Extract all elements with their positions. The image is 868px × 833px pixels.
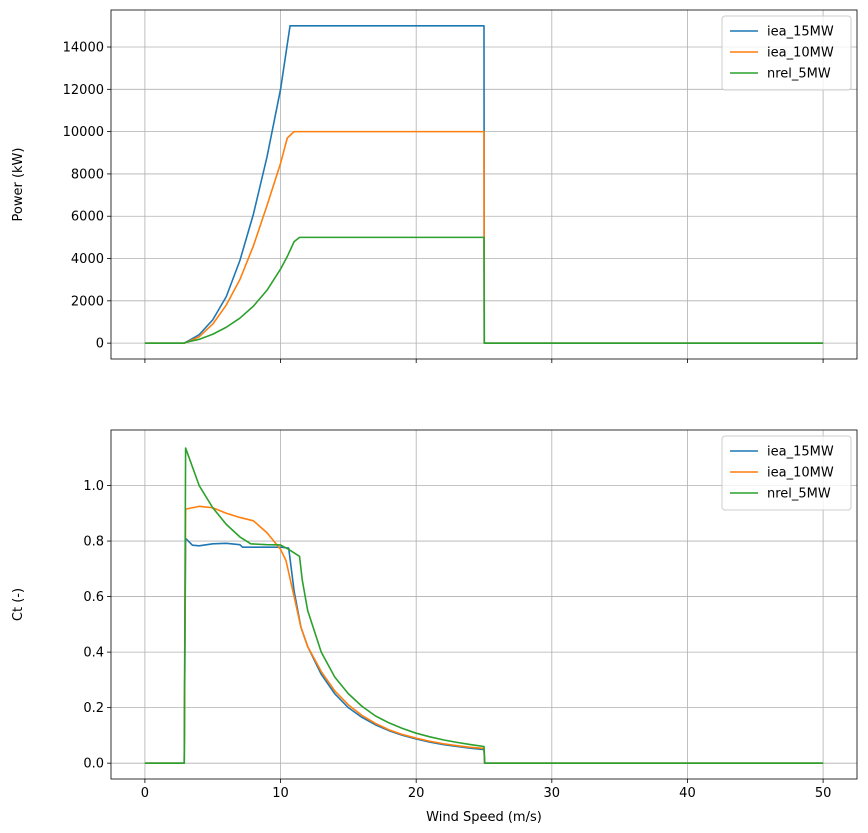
y-tick-label: 0.6 [83,590,104,605]
x-tick-label: 50 [815,786,832,801]
x-tick-label: 30 [544,786,561,801]
chart-panel-1: 0 2000 4000 6000 8000 10000 12000 14000 Power (k… [11,9,858,363]
y-tick-label: 0.8 [83,535,104,550]
x-axis-label: Wind Speed (m/s) [426,810,542,825]
x-tick-label: 40 [679,786,696,801]
series-group [144,25,824,344]
legend-label-nrel_5MW: nrel_5MW [767,487,831,502]
legend: iea_15MW iea_10MW nrel_5MW [721,15,852,91]
legend-label-iea_15MW: iea_15MW [767,25,834,40]
y-ticks: 0 2000 4000 6000 8000 10000 12000 14000 [63,41,111,352]
y-tick-label: 0.0 [83,757,104,772]
y-axis-label: Power (kW) [11,148,26,222]
legend-box [721,15,852,91]
y-tick-label: 0.4 [83,646,104,661]
legend: iea_15MW iea_10MW nrel_5MW [721,435,852,511]
y-tick-label: 6000 [71,210,104,225]
legend-label-iea_15MW: iea_15MW [767,445,834,460]
y-tick-label: 2000 [71,294,104,309]
legend-label-iea_10MW: iea_10MW [767,46,834,61]
x-ticks: 0 10 20 30 40 50 [141,779,832,801]
y-tick-label: 12000 [63,83,104,98]
legend-label-nrel_5MW: nrel_5MW [767,67,831,82]
legend-box [721,435,852,511]
y-tick-label: 1.0 [83,479,104,494]
x-ticks [144,359,824,363]
x-tick-label: 10 [272,786,289,801]
series-line-nrel_5MW [144,447,824,764]
chart-panel-2: 0 10 20 30 40 50 0.0 0.2 0.4 0.6 0.8 1.0 Ct (-) Wind … [11,429,858,825]
legend-label-iea_10MW: iea_10MW [767,466,834,481]
y-tick-label: 14000 [63,41,104,56]
y-tick-label: 0.2 [83,701,104,716]
panels: 0 2000 4000 6000 8000 10000 12000 14000 Power (k… [11,9,858,825]
axes-frame [110,429,858,780]
y-tick-label: 0 [96,337,104,352]
y-tick-label: 10000 [63,125,104,140]
x-tick-label: 20 [408,786,425,801]
series-line-nrel_5MW [144,236,824,344]
y-tick-label: 4000 [71,252,104,267]
axes-frame [110,9,858,360]
x-tick-label: 0 [141,786,149,801]
series-group [144,447,824,764]
y-tick-label: 8000 [71,167,104,182]
series-line-iea_15MW [144,537,824,764]
y-axis-label: Ct (-) [11,588,26,621]
y-ticks: 0.0 0.2 0.4 0.6 0.8 1.0 [83,479,111,772]
series-line-iea_10MW [144,505,824,764]
